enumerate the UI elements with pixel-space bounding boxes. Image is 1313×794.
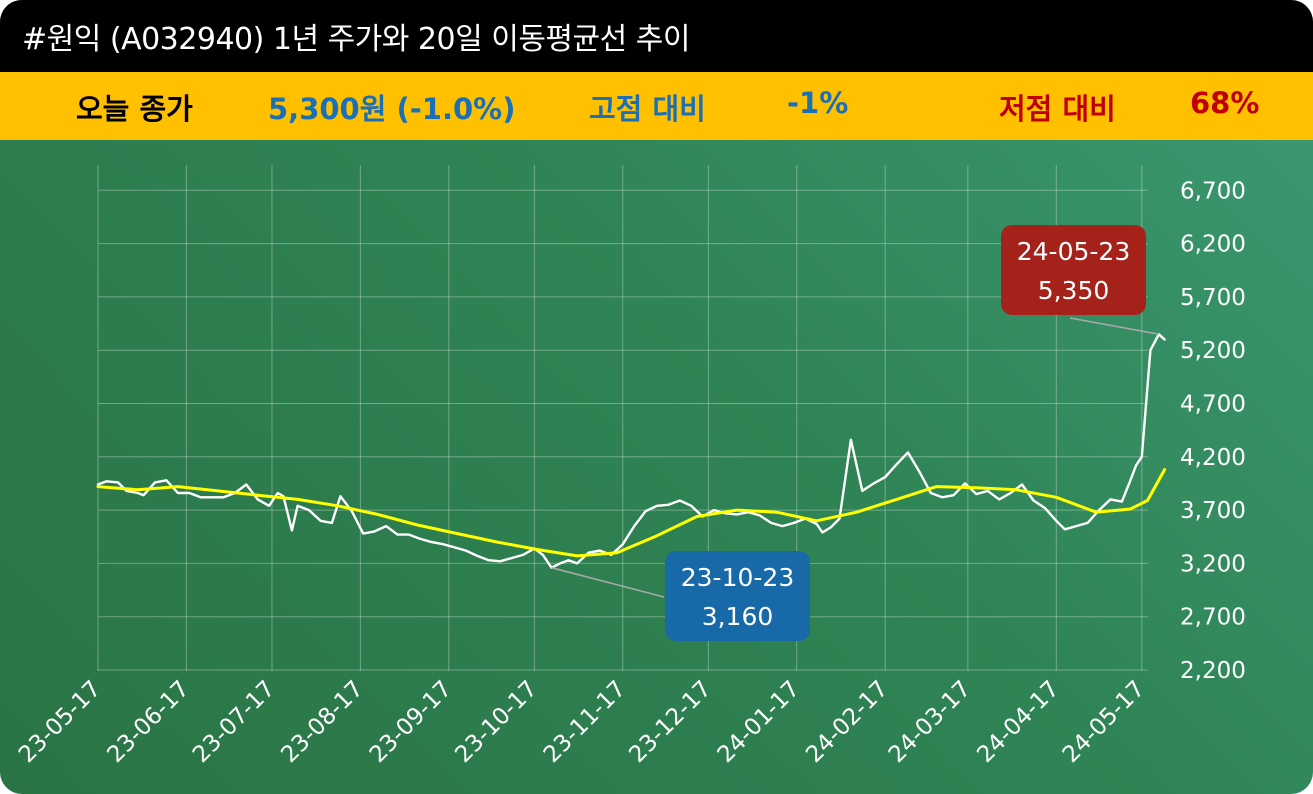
high-compare-label: 고점 대비	[589, 92, 706, 126]
low-callout-value: 3,160	[702, 602, 774, 631]
x-tick-label: 24-04-17	[972, 676, 1064, 768]
high-callout-date: 24-05-23	[1017, 237, 1130, 266]
y-tick-label: 4,200	[1180, 445, 1246, 471]
low-compare-label: 저점 대비	[999, 92, 1116, 126]
y-tick-label: 6,200	[1180, 232, 1246, 258]
y-tick-label: 2,200	[1180, 658, 1246, 684]
high-callout-leader	[1069, 317, 1160, 335]
y-tick-label: 4,700	[1180, 392, 1246, 418]
x-tick-label: 24-03-17	[884, 676, 976, 768]
x-tick-label: 24-01-17	[713, 676, 805, 768]
x-tick-label: 23-11-17	[539, 676, 631, 768]
info-bar: 오늘 종가 5,300원 (-1.0%) 고점 대비 -1% 저점 대비 68%	[0, 72, 1313, 140]
x-tick-label: 23-07-17	[188, 676, 280, 768]
high-callout-value: 5,350	[1038, 276, 1110, 305]
title-bar: #원익 (A032940) 1년 주가와 20일 이동평균선 추이	[0, 0, 1313, 72]
low-callout-leader	[551, 566, 665, 598]
y-tick-label: 2,700	[1180, 605, 1246, 631]
x-tick-label: 23-09-17	[365, 676, 457, 768]
high-callout-box	[1001, 225, 1146, 315]
high-callout: 24-05-23 5,350	[1001, 225, 1146, 315]
y-tick-label: 3,200	[1180, 551, 1246, 577]
x-tick-label: 23-06-17	[102, 676, 194, 768]
low-callout: 23-10-23 3,160	[665, 551, 810, 641]
y-tick-label: 3,700	[1180, 498, 1246, 524]
chart-title: #원익 (A032940) 1년 주가와 20일 이동평균선 추이	[22, 22, 690, 57]
x-tick-label: 23-10-17	[450, 676, 542, 768]
price-line	[96, 333, 1166, 569]
y-tick-label: 5,700	[1180, 285, 1246, 311]
high-compare-value: -1%	[787, 86, 849, 120]
x-tick-label: 23-12-17	[624, 676, 716, 768]
low-compare-value: 68%	[1190, 86, 1260, 120]
low-callout-date: 23-10-23	[681, 563, 794, 592]
y-tick-label: 5,200	[1180, 338, 1246, 364]
close-value: 5,300원 (-1.0%)	[268, 92, 516, 126]
x-tick-label: 23-05-17	[14, 676, 106, 768]
y-tick-label: 6,700	[1180, 178, 1246, 204]
ma20-line	[96, 468, 1167, 558]
low-callout-box	[665, 551, 810, 641]
x-tick-label: 23-08-17	[276, 676, 368, 768]
x-tick-label: 24-05-17	[1058, 676, 1150, 768]
close-label: 오늘 종가	[76, 92, 193, 126]
x-tick-label: 24-02-17	[801, 676, 893, 768]
